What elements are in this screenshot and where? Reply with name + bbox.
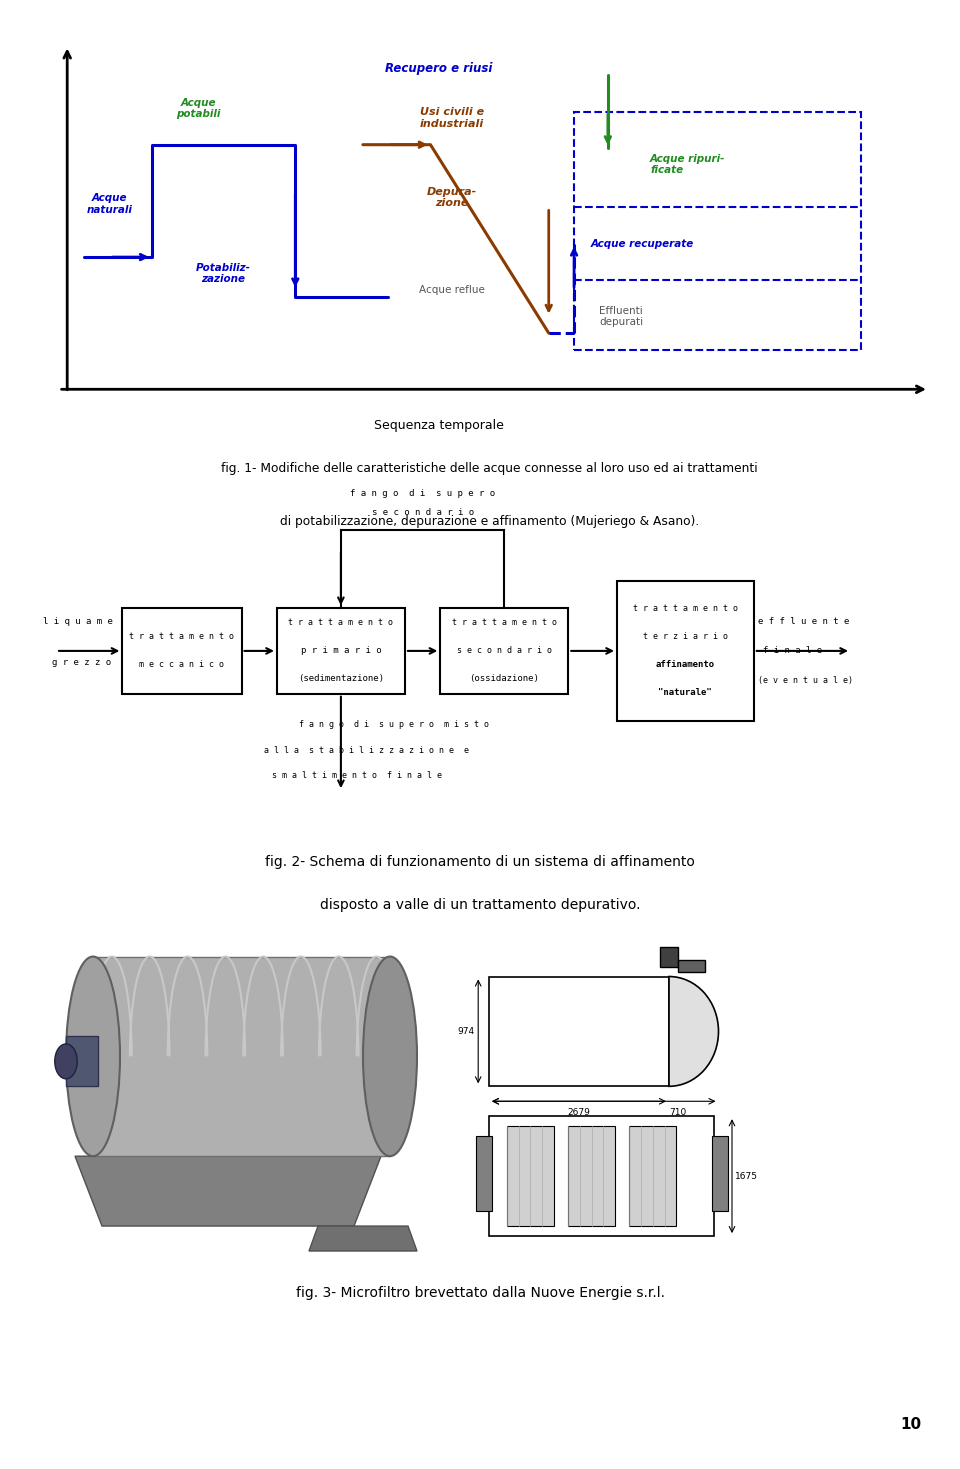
Text: di potabilizzazione, depurazione e affinamento (Mujeriego & Asano).: di potabilizzazione, depurazione e affin…: [280, 516, 699, 527]
Bar: [66, 1037, 98, 1086]
Bar: [507, 1127, 554, 1227]
Text: 974: 974: [458, 1027, 474, 1036]
Wedge shape: [669, 977, 718, 1086]
Text: 710: 710: [669, 1108, 686, 1118]
Text: Effluenti
depurati: Effluenti depurati: [599, 306, 643, 328]
Text: Recupero e riusi: Recupero e riusi: [385, 62, 492, 75]
Text: Depura-
zione: Depura- zione: [426, 187, 477, 209]
Text: l i q u a m e: l i q u a m e: [43, 617, 112, 626]
Text: 1675: 1675: [734, 1172, 757, 1181]
Text: e f f l u e n t e: e f f l u e n t e: [758, 617, 850, 626]
Text: Acque recuperate: Acque recuperate: [591, 239, 694, 248]
Bar: [489, 1116, 714, 1235]
Text: t e r z i a r i o: t e r z i a r i o: [643, 632, 728, 642]
Bar: [660, 946, 678, 967]
Text: s m a l t i m e n t o  f i n a l e: s m a l t i m e n t o f i n a l e: [273, 771, 443, 780]
Bar: [489, 977, 669, 1086]
Text: 10: 10: [900, 1418, 922, 1432]
Text: fig. 1- Modifiche delle caratteristiche delle acque connesse al loro uso ed ai t: fig. 1- Modifiche delle caratteristiche …: [222, 463, 757, 474]
Text: g r e z z o: g r e z z o: [52, 658, 110, 667]
Ellipse shape: [363, 956, 417, 1156]
Bar: [122, 608, 242, 693]
Text: 2679: 2679: [567, 1108, 590, 1118]
Bar: [574, 112, 861, 350]
Text: Acque
potabili: Acque potabili: [176, 97, 221, 119]
Text: (sedimentazione): (sedimentazione): [298, 674, 384, 683]
Ellipse shape: [66, 956, 120, 1156]
Text: Sequenza temporale: Sequenza temporale: [374, 419, 504, 432]
Text: m e c c a n i c o: m e c c a n i c o: [139, 661, 225, 670]
Text: Acque reflue: Acque reflue: [419, 285, 485, 295]
Text: Potabiliz-
zazione: Potabiliz- zazione: [196, 263, 251, 285]
Text: Acque
naturali: Acque naturali: [86, 194, 132, 214]
Bar: [276, 608, 405, 693]
Text: affinamento: affinamento: [656, 661, 715, 670]
Bar: [441, 608, 568, 693]
Text: a l l a  s t a b i l i z z a z i o n e  e: a l l a s t a b i l i z z a z i o n e e: [264, 746, 468, 755]
Text: t r a t t a m e n t o: t r a t t a m e n t o: [452, 618, 557, 627]
Bar: [475, 1136, 492, 1210]
Text: (ossidazione): (ossidazione): [469, 674, 540, 683]
Text: f a n g o  d i  s u p e r o: f a n g o d i s u p e r o: [350, 489, 495, 498]
Bar: [617, 580, 754, 721]
Text: fig. 2- Schema di funzionamento di un sistema di affinamento: fig. 2- Schema di funzionamento di un si…: [265, 855, 695, 870]
Text: f i n a l e: f i n a l e: [762, 646, 822, 655]
Text: f a n g o  d i  s u p e r o  m i s t o: f a n g o d i s u p e r o m i s t o: [299, 720, 489, 730]
Bar: [678, 959, 705, 971]
Bar: [630, 1127, 676, 1227]
Text: (e v e n t u a l e): (e v e n t u a l e): [758, 676, 853, 685]
Text: s e c o n d a r i o: s e c o n d a r i o: [457, 646, 552, 655]
Polygon shape: [309, 1227, 417, 1252]
Text: disposto a valle di un trattamento depurativo.: disposto a valle di un trattamento depur…: [320, 898, 640, 912]
Text: Usi civili e
industriali: Usi civili e industriali: [420, 107, 484, 129]
Text: p r i m a r i o: p r i m a r i o: [300, 646, 381, 655]
Ellipse shape: [55, 1044, 77, 1078]
Text: fig. 3- Microfiltro brevettato dalla Nuove Energie s.r.l.: fig. 3- Microfiltro brevettato dalla Nuo…: [296, 1285, 664, 1300]
Text: t r a t t a m e n t o: t r a t t a m e n t o: [633, 604, 738, 614]
Polygon shape: [75, 1156, 381, 1227]
Bar: [712, 1136, 729, 1210]
Text: s e c o n d a r i o: s e c o n d a r i o: [372, 508, 473, 517]
Text: Acque ripuri-
ficate: Acque ripuri- ficate: [650, 154, 726, 175]
Polygon shape: [93, 956, 390, 1156]
Text: t r a t t a m e n t o: t r a t t a m e n t o: [130, 632, 234, 642]
Text: "naturale": "naturale": [659, 689, 712, 698]
Bar: [568, 1127, 615, 1227]
Text: t r a t t a m e n t o: t r a t t a m e n t o: [288, 618, 394, 627]
